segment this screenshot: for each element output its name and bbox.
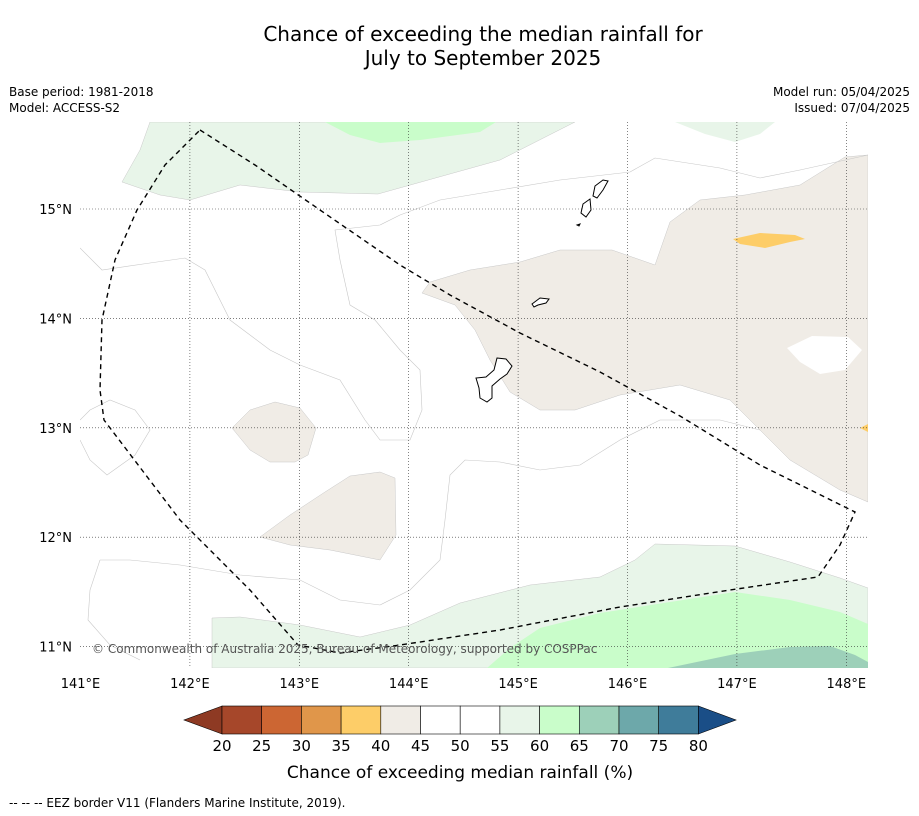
latitude-labels: 15°N 14°N 13°N 12°N 11°N — [39, 203, 72, 656]
lon-tick-label: 148°E — [827, 677, 867, 692]
region-55-60-north — [121, 122, 576, 201]
islands — [475, 179, 609, 403]
island-tinian-saipan — [592, 179, 609, 199]
eez-border — [99, 129, 856, 654]
region-35-40-east — [733, 233, 805, 248]
region-60-65-south — [487, 592, 868, 668]
colorbar-swatch — [578, 705, 620, 735]
lon-tick-label: 145°E — [498, 677, 538, 692]
meta-right: Model run: 05/04/2025 Issued: 07/04/2025 — [773, 84, 910, 116]
model-run: Model run: 05/04/2025 — [772, 85, 910, 99]
lat-tick-label: 12°N — [39, 531, 72, 546]
colorbar-tick-label: 40 — [371, 737, 390, 755]
lon-tick-label: 143°E — [280, 677, 320, 692]
longitude-labels: 141°E 142°E 143°E 144°E 145°E 146°E 147°E 148°E — [61, 677, 866, 692]
copyright-notice: © Commonwealth of Australia 2025, Bureau… — [92, 642, 597, 656]
title-line-1: Chance of exceeding the median rainfall … — [263, 22, 703, 46]
colorbar-swatch — [499, 705, 540, 735]
lat-tick-label: 15°N — [39, 203, 72, 218]
lat-tick-label: 11°N — [39, 641, 72, 656]
lon-tick-label: 146°E — [608, 677, 648, 692]
colorbar-swatch — [658, 705, 699, 735]
lat-tick-label: 13°N — [39, 422, 72, 437]
lon-tick-label: 141°E — [61, 677, 101, 692]
colorbar-tick-label: 55 — [490, 737, 509, 755]
contour-lines — [80, 154, 868, 661]
colorbar-tick-label: 80 — [689, 737, 708, 755]
colorbar-tick-label: 25 — [252, 737, 271, 755]
map-title: Chance of exceeding the median rainfall … — [0, 22, 919, 70]
colorbar: 20 25 30 35 40 45 50 55 60 65 70 75 80 — [183, 705, 737, 755]
region-60-65-north — [325, 122, 496, 143]
island-tinian — [580, 198, 592, 218]
colorbar-swatch — [618, 705, 660, 735]
island-guam — [475, 357, 513, 403]
colorbar-tick-label: 75 — [649, 737, 668, 755]
colorbar-tick-label: 70 — [609, 737, 628, 755]
base-period: Base period: 1981-2018 — [9, 85, 154, 99]
issued-date: Issued: 07/04/2025 — [794, 101, 910, 115]
colorbar-swatch — [459, 705, 501, 735]
lat-tick-label: 14°N — [39, 312, 72, 327]
colorbar-label: Chance of exceeding median rainfall (%) — [287, 763, 633, 783]
region-45-50-east-hole — [787, 336, 862, 374]
colorbar-swatch — [261, 705, 302, 735]
colorbar-swatch — [340, 705, 382, 735]
lon-tick-label: 147°E — [717, 677, 757, 692]
eez-footnote: -- -- -- EEZ border V11 (Flanders Marine… — [9, 796, 346, 810]
island-rota — [531, 297, 550, 308]
region-40-45-west — [231, 401, 317, 463]
model-name: Model: ACCESS-S2 — [9, 101, 121, 115]
region-55-60-northeast — [675, 122, 775, 142]
colorbar-tick-label: 65 — [570, 737, 589, 755]
lon-tick-label: 142°E — [170, 677, 210, 692]
forecast-shading — [80, 122, 868, 668]
island-aguijan — [575, 223, 581, 227]
colorbar-tick-label: 45 — [411, 737, 430, 755]
lon-tick-label: 144°E — [389, 677, 429, 692]
colorbar-tick-label: 60 — [530, 737, 549, 755]
colorbar-tick-label: 35 — [332, 737, 351, 755]
colorbar-swatch — [539, 705, 580, 735]
colorbar-over-triangle — [698, 705, 737, 735]
colorbar-swatch — [301, 705, 342, 735]
graticule — [80, 122, 868, 668]
region-40-45-south — [259, 471, 397, 561]
region-40-45-east — [421, 154, 868, 503]
colorbar-swatch — [221, 705, 263, 735]
colorbar-swatch — [420, 705, 461, 735]
colorbar-swatch — [380, 705, 421, 735]
colorbar-tick-label: 50 — [451, 737, 470, 755]
colorbar-tick-label: 30 — [292, 737, 311, 755]
region-65-70-south — [668, 646, 868, 668]
meta-left: Base period: 1981-2018 Model: ACCESS-S2 — [9, 84, 154, 116]
colorbar-tick-label: 20 — [212, 737, 231, 755]
colorbar-under-triangle — [183, 705, 223, 735]
title-line-2: July to September 2025 — [364, 46, 602, 70]
